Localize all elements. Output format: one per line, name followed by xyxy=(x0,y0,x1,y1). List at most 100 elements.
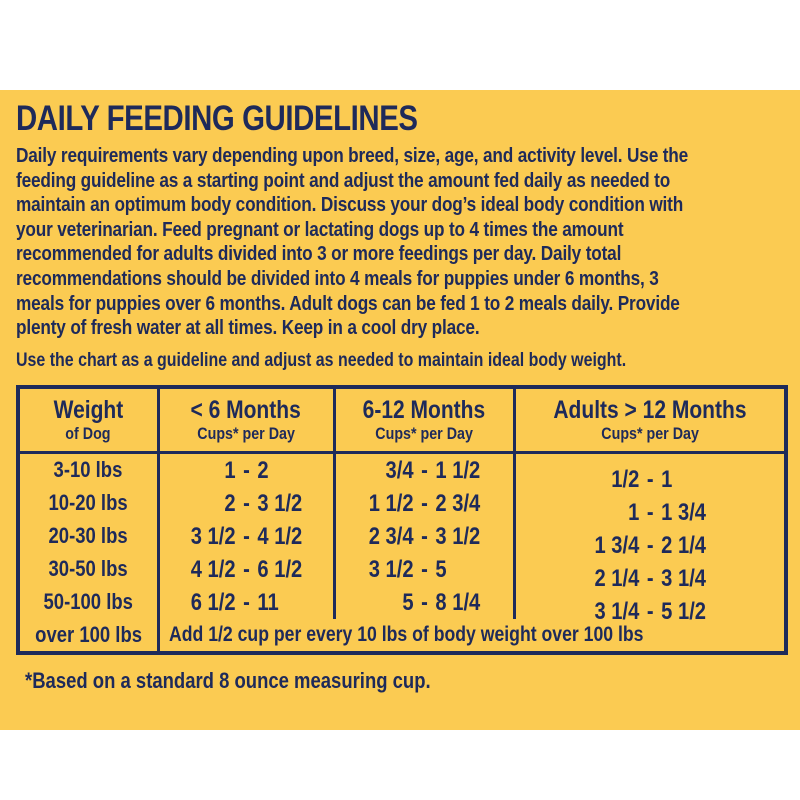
header-sub-label: of Dog xyxy=(65,424,111,444)
col-header-weight: Weight of Dog xyxy=(18,386,160,454)
over-100-lbs-row: over 100 lbs Add 1/2 cup per every 10 lb… xyxy=(18,618,786,653)
feeding-range: 2-3 1/2 xyxy=(173,487,318,520)
weight-label: 3-10 lbs xyxy=(53,457,123,483)
weight-cell: over 100 lbs xyxy=(18,618,160,653)
range-cell-under-6: 1-2 xyxy=(158,452,336,487)
range-lo: 1 xyxy=(223,456,236,484)
table-row: 10-20 lbs 2-3 1/2 1 1/2-2 3/4 xyxy=(18,486,786,520)
intro-paragraph: Daily requirements vary depending upon b… xyxy=(16,144,689,340)
col-header-adults: Adults > 12 Months Cups* per Day xyxy=(514,386,786,454)
range-dash: - xyxy=(420,489,428,517)
table-row: 30-50 lbs 4 1/2-6 1/2 3 1/2-5 xyxy=(18,552,786,586)
feeding-range: 3 1/2-4 1/2 xyxy=(173,520,318,553)
range-hi: 1 3/4 xyxy=(660,498,706,526)
weight-label: over 100 lbs xyxy=(34,621,142,647)
header-main-label: Adults > 12 Months xyxy=(553,396,747,425)
header-sub: Cups* per Day xyxy=(516,424,785,443)
over-100-note-cell: Add 1/2 cup per every 10 lbs of body wei… xyxy=(158,619,786,653)
weight-label: 50-100 lbs xyxy=(43,589,133,615)
range-dash: - xyxy=(646,465,654,493)
header-sub: Cups* per Day xyxy=(336,424,513,443)
range-lo: 1 3/4 xyxy=(593,531,639,559)
header-sub: Cups* per Day xyxy=(160,424,333,443)
feeding-range: 4 1/2-6 1/2 xyxy=(173,553,318,586)
header-row: Weight of Dog < 6 Months Cups* per Day 6… xyxy=(18,386,786,454)
feeding-range: 3 1/4-5 1/2 xyxy=(537,595,763,628)
range-lo: 3 1/4 xyxy=(593,597,639,625)
range-cell-6-12: 1 1/2-2 3/4 xyxy=(334,486,516,520)
range-dash: - xyxy=(646,564,654,592)
range-cell-under-6: 6 1/2-11 xyxy=(158,585,336,619)
range-dash: - xyxy=(420,456,428,484)
chart-usage-note: Use the chart as a guideline and adjust … xyxy=(16,349,627,371)
range-cell-6-12: 3 1/2-5 xyxy=(334,552,516,586)
range-dash: - xyxy=(242,489,250,517)
bottom-margin xyxy=(0,730,800,800)
feeding-guidelines-panel: DAILY FEEDING GUIDELINES Daily requireme… xyxy=(0,90,800,730)
table-row: 20-30 lbs 3 1/2-4 1/2 2 3/4-3 1/2 xyxy=(18,519,786,553)
range-hi: 3 1/2 xyxy=(434,522,480,550)
range-hi: 6 1/2 xyxy=(256,555,302,583)
weight-cell: 10-20 lbs xyxy=(18,486,160,520)
weight-cell: 20-30 lbs xyxy=(18,519,160,553)
range-dash: - xyxy=(242,555,250,583)
range-cell-6-12: 2 3/4-3 1/2 xyxy=(334,519,516,553)
table-row: 50-100 lbs 6 1/2-11 5-8 1/4 xyxy=(18,585,786,619)
feeding-range: 3/4-1 1/2 xyxy=(350,454,499,487)
feeding-range: 1 3/4-2 1/4 xyxy=(537,529,763,562)
adults-column-cell: 1/2-1 1-1 3/4 1 3/4-2 1/4 2 1/4-3 1/4 3 … xyxy=(514,452,786,625)
range-lo: 2 1/4 xyxy=(593,564,639,592)
range-lo: 2 3/4 xyxy=(368,522,414,550)
measuring-cup-footnote: *Based on a standard 8 ounce measuring c… xyxy=(25,668,784,694)
range-lo: 1/2 xyxy=(610,465,639,493)
feeding-range: 1-2 xyxy=(173,454,318,487)
col-header-6-12-months: 6-12 Months Cups* per Day xyxy=(334,386,516,454)
range-hi: 2 3/4 xyxy=(434,489,480,517)
range-hi: 5 xyxy=(434,555,447,583)
weight-label: 20-30 lbs xyxy=(48,523,128,549)
range-dash: - xyxy=(420,522,428,550)
feeding-range: 1-1 3/4 xyxy=(537,496,763,529)
feeding-range: 6 1/2-11 xyxy=(173,586,318,619)
table-row: 3-10 lbs 1-2 3/4-1 1/2 1/2-1 1-1 3/4 1 3… xyxy=(18,452,786,625)
range-cell-under-6: 2-3 1/2 xyxy=(158,486,336,520)
range-lo: 2 xyxy=(223,489,236,517)
header-main: Weight xyxy=(20,396,157,424)
col-header-under-6-months: < 6 Months Cups* per Day xyxy=(158,386,336,454)
range-hi: 1 xyxy=(660,465,672,493)
feeding-range: 1 1/2-2 3/4 xyxy=(350,487,499,520)
range-lo: 5 xyxy=(401,588,414,616)
range-dash: - xyxy=(242,456,250,484)
feeding-table-body: 3-10 lbs 1-2 3/4-1 1/2 1/2-1 1-1 3/4 1 3… xyxy=(18,452,786,653)
range-lo: 6 1/2 xyxy=(190,588,236,616)
over-100-note: Add 1/2 cup per every 10 lbs of body wei… xyxy=(168,622,643,646)
range-dash: - xyxy=(646,498,654,526)
feeding-range: 1/2-1 xyxy=(537,463,763,496)
feeding-range: 2 1/4-3 1/4 xyxy=(537,562,763,595)
header-main-label: 6-12 Months xyxy=(362,396,486,425)
range-dash: - xyxy=(242,522,250,550)
range-cell-under-6: 4 1/2-6 1/2 xyxy=(158,552,336,586)
feeding-table-header: Weight of Dog < 6 Months Cups* per Day 6… xyxy=(18,386,786,454)
feeding-range: 3 1/2-5 xyxy=(350,553,499,586)
header-sub-label: Cups* per Day xyxy=(600,424,699,444)
range-dash: - xyxy=(242,588,250,616)
weight-cell: 50-100 lbs xyxy=(18,585,160,619)
range-dash: - xyxy=(420,555,428,583)
range-lo: 1 xyxy=(627,498,639,526)
header-sub-label: Cups* per Day xyxy=(197,424,295,444)
top-margin xyxy=(0,0,800,90)
footnote-text: *Based on a standard 8 ounce measuring c… xyxy=(25,667,431,693)
range-hi: 11 xyxy=(256,588,279,616)
range-cell-6-12: 3/4-1 1/2 xyxy=(334,452,516,487)
range-hi: 3 1/2 xyxy=(256,489,302,517)
range-lo: 3/4 xyxy=(385,456,414,484)
header-main: < 6 Months xyxy=(160,396,333,424)
range-hi: 3 1/4 xyxy=(660,564,706,592)
page-title: DAILY FEEDING GUIDELINES xyxy=(16,99,418,138)
header-main: Adults > 12 Months xyxy=(516,396,785,424)
header-main: 6-12 Months xyxy=(336,396,513,424)
range-lo: 1 1/2 xyxy=(368,489,414,517)
range-dash: - xyxy=(420,588,428,616)
range-cell-6-12: 5-8 1/4 xyxy=(334,585,516,619)
